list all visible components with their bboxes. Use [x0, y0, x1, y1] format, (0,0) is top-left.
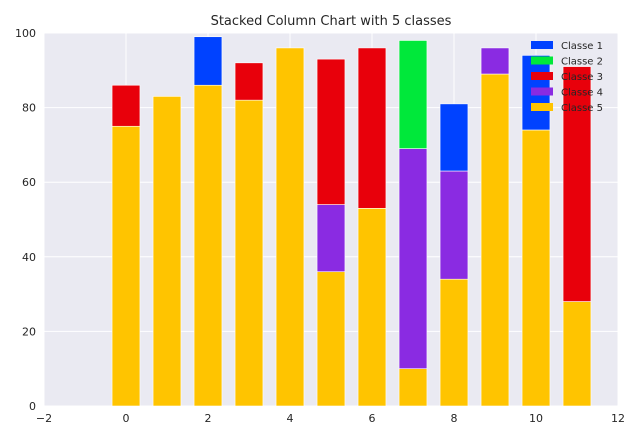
bar-classe-5 — [275, 47, 305, 407]
bar-classe-3 — [111, 84, 141, 127]
bar-classe-5 — [152, 96, 182, 407]
x-tick-label: 12 — [611, 412, 625, 425]
legend: Classe 1 Classe 2 Classe 3 Classe 4 Classe 5 — [531, 41, 603, 114]
bar-classe-4 — [480, 47, 510, 75]
x-axis-ticks: −2 0 2 4 6 8 10 12 — [36, 412, 625, 425]
bar-classe-3 — [316, 58, 346, 205]
x-tick-label: 0 — [123, 412, 130, 425]
y-tick-label: 60 — [22, 176, 36, 189]
y-tick-label: 80 — [22, 102, 36, 115]
legend-swatch-classe-5 — [531, 103, 553, 111]
legend-swatch-classe-4 — [531, 87, 553, 96]
bar-classe-5 — [316, 271, 346, 407]
x-tick-label: 4 — [287, 412, 294, 425]
legend-label-classe-3: Classe 3 — [561, 72, 603, 83]
bar-classe-5 — [562, 301, 592, 407]
y-tick-label: 0 — [29, 400, 36, 413]
bars — [111, 36, 592, 407]
legend-swatch-classe-3 — [531, 72, 553, 80]
y-tick-label: 40 — [22, 251, 36, 264]
bar-classe-4 — [439, 170, 469, 280]
bar-classe-2 — [398, 40, 428, 149]
bar-classe-5 — [398, 368, 428, 407]
bar-classe-5 — [439, 278, 469, 407]
y-axis-ticks: 0 20 40 60 80 100 — [15, 27, 36, 413]
legend-label-classe-4: Classe 4 — [561, 88, 603, 99]
bar-classe-1 — [193, 36, 223, 86]
legend-label-classe-2: Classe 2 — [561, 57, 603, 68]
bar-classe-3 — [562, 66, 592, 302]
x-tick-label: −2 — [36, 412, 52, 425]
bar-classe-5 — [234, 99, 264, 407]
legend-swatch-classe-1 — [531, 41, 553, 49]
x-tick-label: 10 — [529, 412, 543, 425]
bar-classe-5 — [111, 125, 141, 407]
bar-classe-3 — [357, 47, 387, 209]
bar-classe-4 — [316, 204, 346, 273]
legend-label-classe-1: Classe 1 — [561, 41, 603, 52]
bar-classe-5 — [193, 84, 223, 407]
bar-classe-4 — [398, 148, 428, 370]
chart-title: Stacked Column Chart with 5 classes — [211, 14, 452, 29]
y-tick-label: 20 — [22, 325, 36, 338]
legend-swatch-classe-2 — [531, 56, 553, 65]
x-tick-label: 8 — [451, 412, 458, 425]
bar-classe-3 — [234, 62, 264, 101]
x-tick-label: 6 — [369, 412, 376, 425]
bar-classe-1 — [439, 103, 469, 172]
bar-classe-5 — [357, 208, 387, 407]
y-tick-label: 100 — [15, 27, 36, 40]
bar-classe-5 — [521, 129, 551, 407]
legend-label-classe-5: Classe 5 — [561, 103, 603, 114]
bar-classe-5 — [480, 73, 510, 407]
x-tick-label: 2 — [205, 412, 212, 425]
